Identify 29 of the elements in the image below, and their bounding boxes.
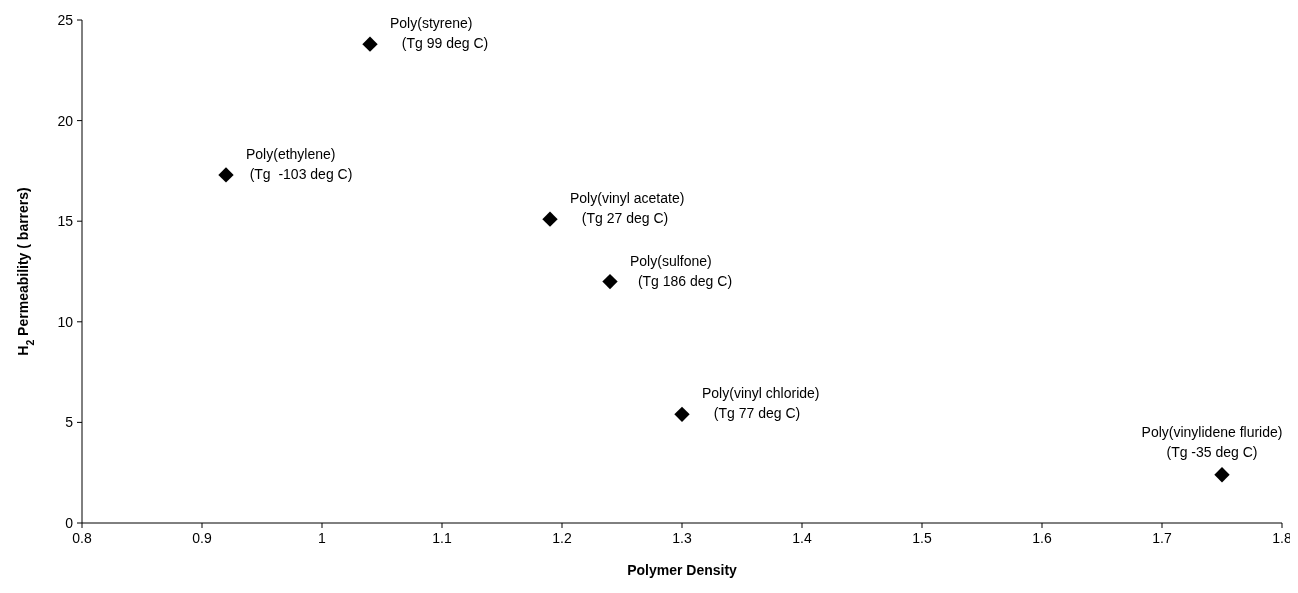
x-axis-title: Polymer Density [627, 562, 738, 578]
point [218, 167, 234, 183]
x-tick-label: 1.2 [552, 530, 572, 546]
annotation: Poly(styrene) (Tg 99 deg C) [390, 15, 489, 52]
y-tick-label: 10 [57, 313, 74, 330]
x-tick-label: 1.6 [1032, 530, 1052, 546]
annotation: Poly(vinyl chloride) (Tg 77 deg C) [702, 385, 820, 422]
point [674, 406, 690, 423]
x-tick-label: 0.8 [72, 530, 92, 546]
y-tick-label: 0 [65, 514, 74, 531]
x-tick-label: 1.7 [1152, 530, 1172, 546]
annotation: Poly(sulfone) (Tg 186 deg C) [630, 252, 733, 289]
annotation: Poly(ethylene) (Tg -103 deg C) [246, 145, 353, 182]
point [362, 36, 378, 52]
y-tick-label: 20 [57, 112, 74, 129]
x-tick-label: 0.9 [192, 530, 212, 546]
x-tick-label: 1 [318, 530, 327, 546]
point [542, 211, 558, 227]
x-tick-label: 1.5 [912, 530, 932, 546]
x-tick-label: 1.1 [432, 530, 452, 546]
annotation: Poly(vinyl acetate) (Tg 27 deg C) [570, 190, 685, 227]
x-tick-label: 1.3 [672, 530, 692, 546]
y-tick-label: 5 [65, 414, 74, 431]
x-tick-label: 1.4 [792, 530, 812, 546]
point [1214, 467, 1230, 483]
y-tick-label: 15 [57, 213, 74, 230]
point [602, 273, 618, 290]
annotation: Poly(vinylidene fluride) (Tg -35 deg C) [1141, 423, 1283, 460]
y-tick-label: 25 [57, 11, 74, 28]
